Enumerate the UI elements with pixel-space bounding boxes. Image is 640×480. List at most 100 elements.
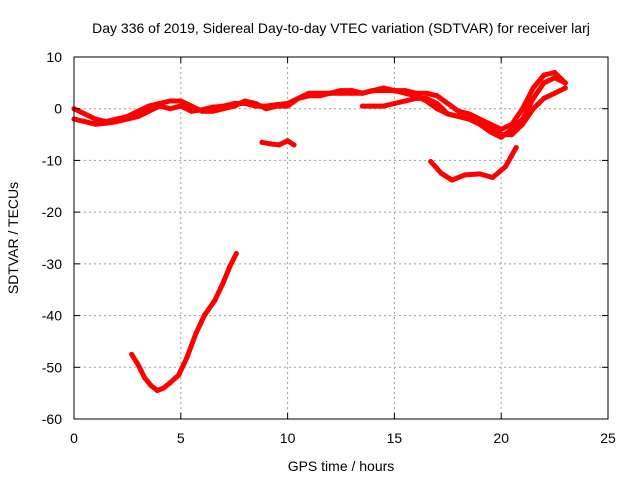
data-point	[434, 93, 440, 99]
data-point	[295, 95, 301, 101]
data-point	[477, 116, 483, 122]
data-point	[423, 90, 429, 96]
data-point	[477, 171, 483, 177]
data-point	[359, 90, 365, 96]
data-point	[520, 106, 526, 112]
data-point	[285, 138, 291, 144]
data-point	[488, 121, 493, 127]
data-point	[242, 98, 248, 104]
plot-border	[73, 56, 609, 420]
y-tick-label: -40	[42, 308, 62, 324]
data-point	[178, 98, 184, 104]
data-point	[456, 108, 461, 114]
data-point	[391, 101, 397, 106]
y-axis-label: SDTVAR / TECUs	[5, 182, 21, 294]
data-point	[562, 80, 568, 86]
data-point	[562, 85, 568, 91]
data-point	[413, 95, 419, 101]
x-tick-label: 5	[177, 430, 185, 446]
data-point	[233, 251, 239, 256]
data-point	[291, 142, 297, 148]
data-point	[167, 380, 173, 386]
x-axis-label: GPS time / hours	[288, 458, 395, 474]
data-point	[498, 132, 504, 138]
data-point	[201, 313, 207, 319]
data-point	[221, 106, 226, 112]
data-point	[541, 72, 547, 78]
series-layer	[71, 70, 568, 394]
data-point	[306, 90, 312, 96]
series-short-segment-a	[359, 85, 568, 138]
data-point	[413, 90, 419, 96]
data-point	[193, 331, 199, 337]
data-point	[509, 132, 515, 138]
data-point	[124, 114, 130, 119]
data-point	[142, 375, 147, 381]
y-tick-label: -50	[42, 359, 62, 375]
data-point	[82, 111, 88, 117]
data-point	[498, 126, 504, 132]
data-point	[146, 108, 152, 114]
x-tick-label: 0	[70, 430, 78, 446]
series-short-segment-b	[259, 138, 297, 148]
data-point	[268, 141, 273, 147]
data-point	[114, 116, 120, 122]
data-point	[82, 119, 88, 125]
data-point	[434, 101, 440, 106]
data-point	[359, 103, 365, 109]
data-point	[184, 354, 190, 360]
data-point	[103, 119, 109, 125]
data-point	[317, 90, 323, 96]
data-point	[466, 111, 472, 117]
chart-title: Day 336 of 2019, Sidereal Day-to-day VTE…	[92, 20, 590, 36]
data-point	[456, 114, 461, 119]
data-point	[552, 70, 558, 75]
data-point	[135, 114, 141, 119]
data-point	[135, 362, 141, 368]
y-tick-label: -20	[42, 204, 62, 220]
data-point	[423, 95, 429, 101]
data-point	[490, 175, 496, 180]
data-point	[503, 164, 508, 170]
data-point	[274, 103, 280, 109]
data-point	[488, 126, 493, 132]
data-point	[210, 108, 216, 114]
data-point	[370, 103, 376, 109]
x-tick-label: 10	[280, 430, 296, 446]
series-main-band-b	[71, 70, 568, 132]
data-point	[449, 177, 455, 183]
data-point	[167, 106, 173, 112]
data-point	[146, 103, 152, 109]
data-point	[462, 172, 468, 178]
data-point	[178, 103, 184, 109]
data-point	[156, 101, 162, 106]
data-point	[530, 95, 536, 101]
data-point	[227, 263, 233, 269]
x-tick-label: 20	[493, 430, 509, 446]
data-point	[161, 385, 167, 391]
data-point	[402, 98, 408, 104]
data-point	[530, 85, 536, 91]
data-point	[176, 372, 182, 378]
data-point	[445, 101, 451, 106]
data-point	[231, 103, 237, 109]
data-point	[148, 382, 154, 388]
data-point	[285, 103, 291, 109]
y-tick-label: 0	[54, 101, 62, 117]
x-tick-label: 15	[387, 430, 403, 446]
data-point	[541, 80, 547, 86]
data-point	[221, 279, 226, 285]
data-point	[509, 121, 515, 127]
data-point	[135, 108, 141, 114]
data-point	[349, 88, 355, 94]
data-point	[129, 351, 135, 357]
data-point	[263, 106, 269, 112]
data-point	[338, 88, 344, 94]
data-point	[154, 388, 160, 394]
data-point	[552, 90, 558, 96]
data-point	[189, 108, 194, 114]
data-point	[259, 139, 265, 145]
data-point	[253, 101, 259, 106]
ticks: 0 5 10 15 20 25 -60 -50 -40 -30 -20 -10 0 10	[42, 49, 616, 446]
